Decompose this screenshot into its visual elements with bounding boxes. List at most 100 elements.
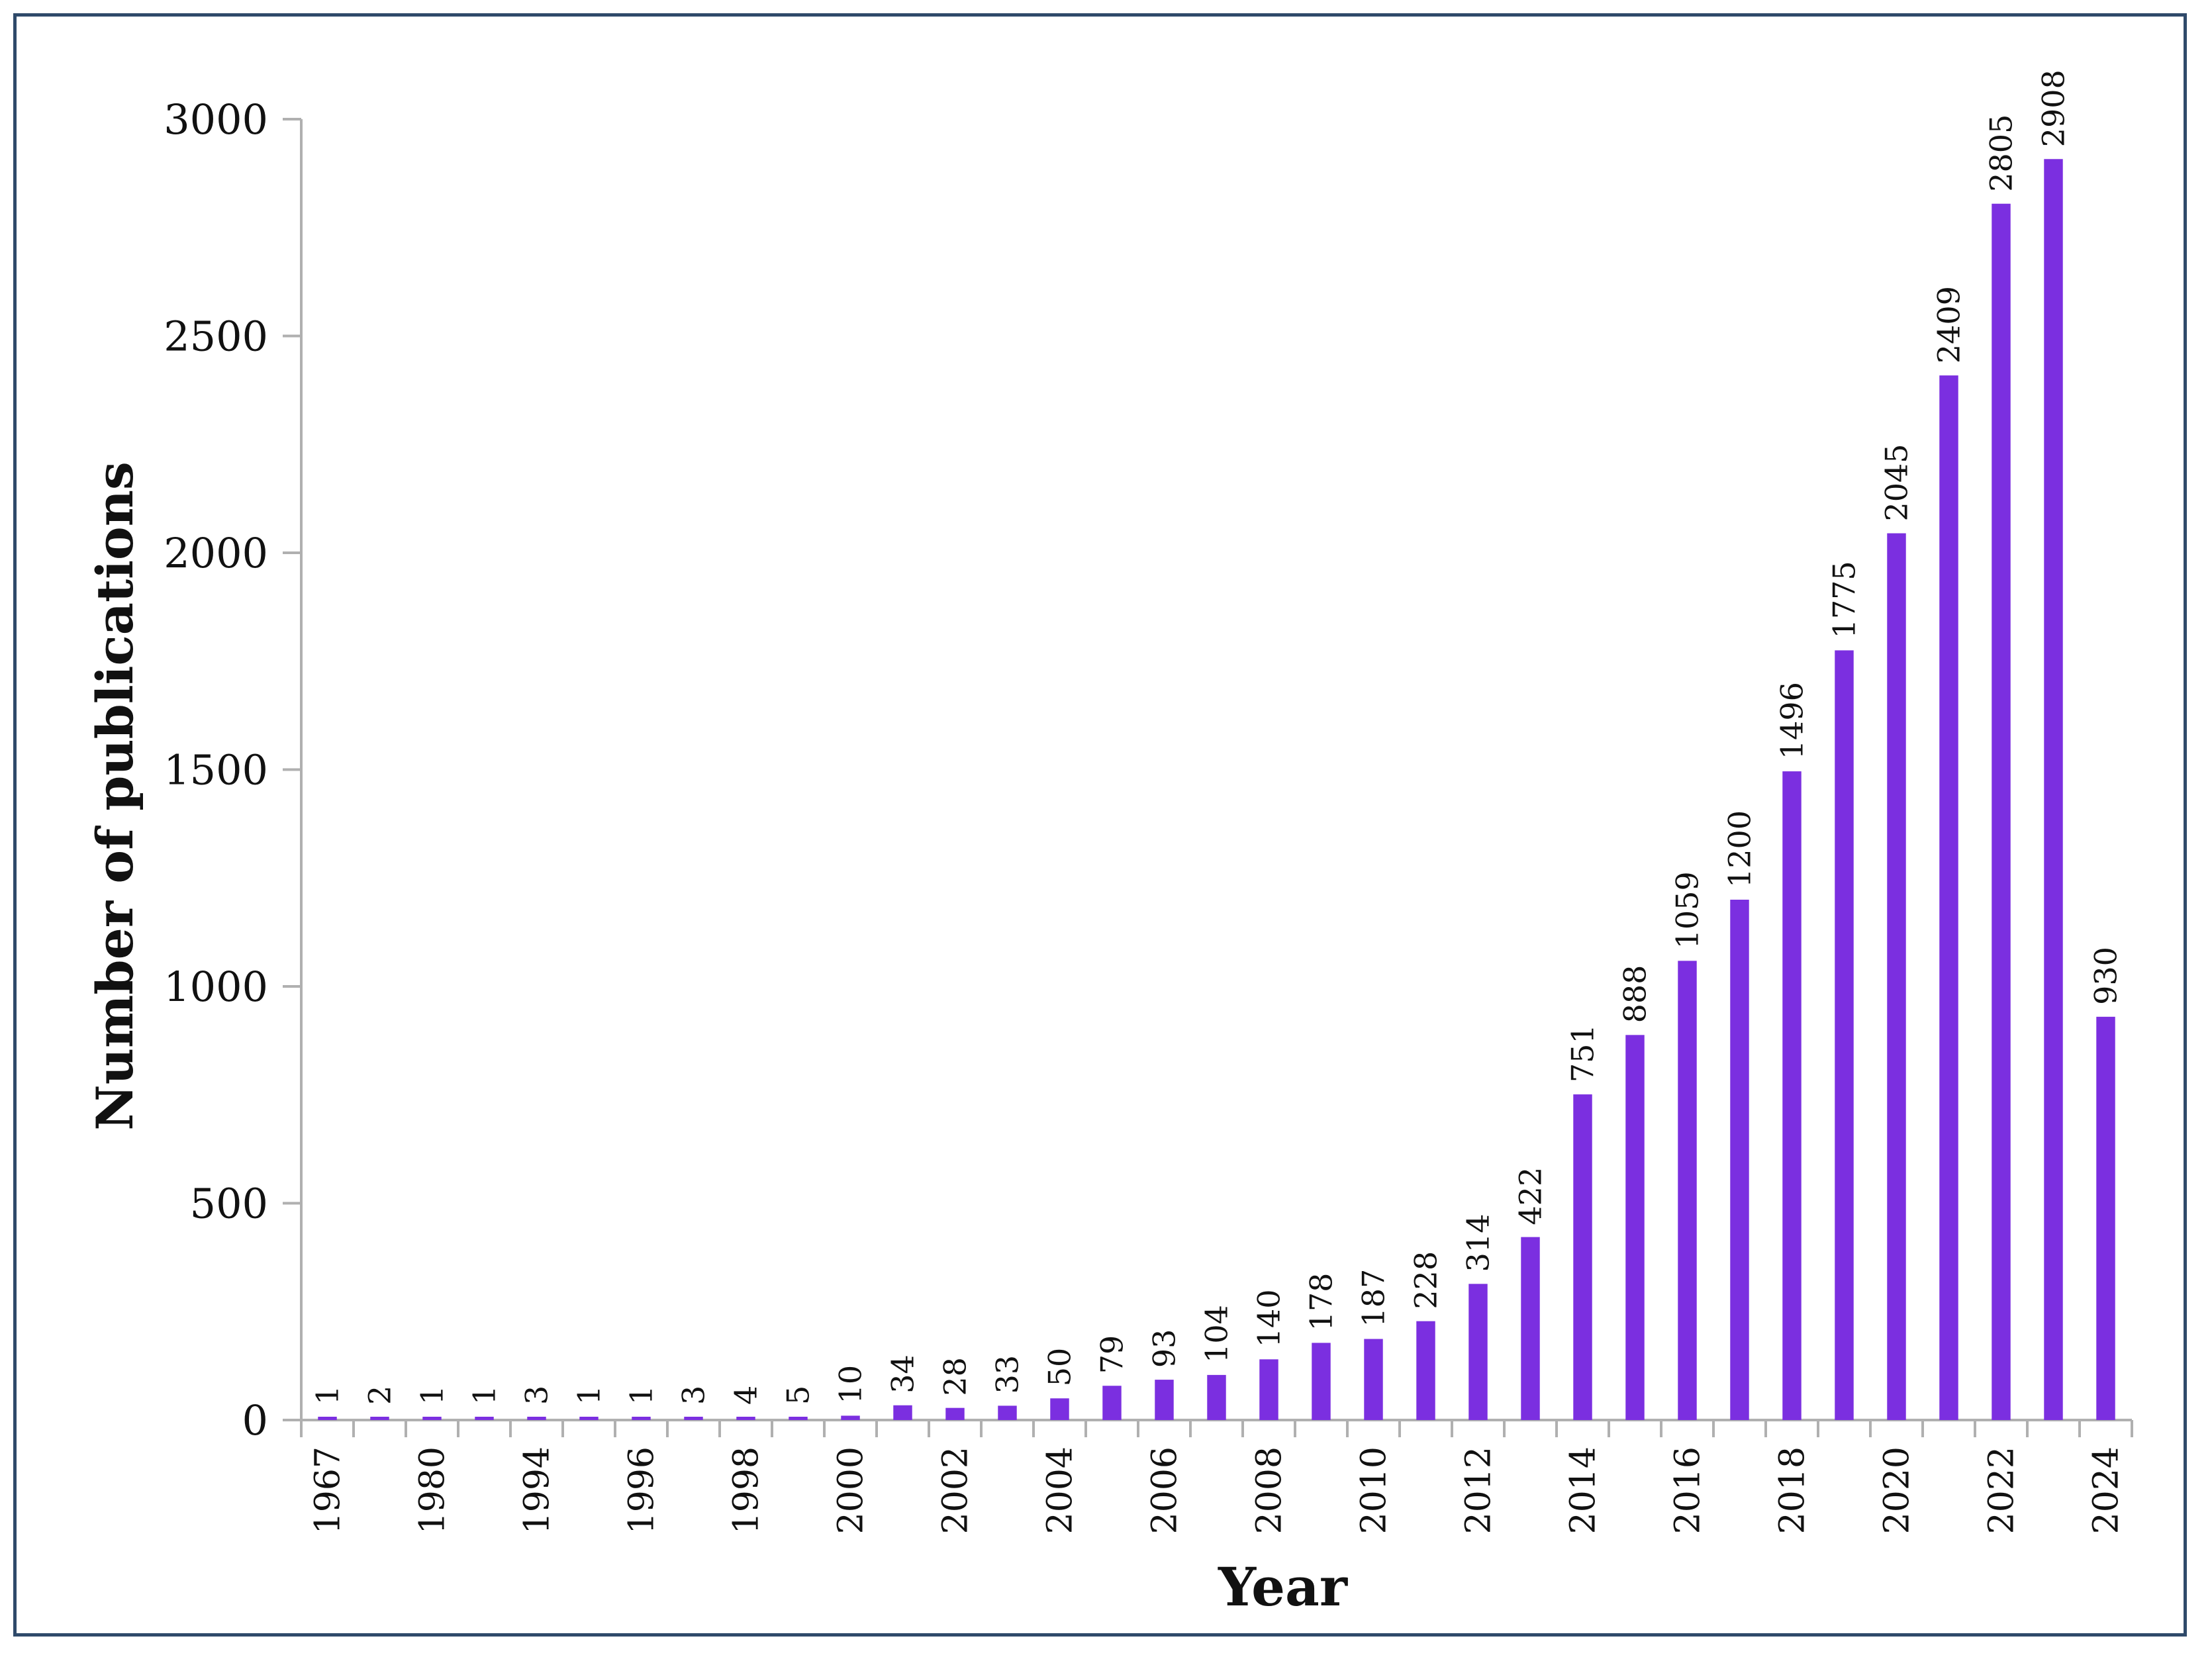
bar <box>1416 1321 1435 1420</box>
bar <box>632 1417 651 1420</box>
y-tick-label: 2500 <box>164 312 268 361</box>
data-label: 10 <box>833 1365 869 1404</box>
x-tick-label: 2004 <box>1041 1447 1081 1534</box>
y-tick-label: 1000 <box>164 963 268 1011</box>
bar <box>945 1407 965 1420</box>
x-tick-label: 2012 <box>1459 1447 1499 1534</box>
bar <box>684 1417 703 1420</box>
data-label: 1496 <box>1774 682 1810 759</box>
y-tick-label: 0 <box>242 1396 268 1445</box>
y-axis-ticks: 0 500 1000 1500 2000 2500 3000 <box>164 95 301 1445</box>
x-tick-label: 2006 <box>1145 1447 1185 1534</box>
data-label: 1 <box>467 1386 503 1405</box>
data-label: 3 <box>676 1386 712 1405</box>
bar <box>736 1417 755 1420</box>
data-label: 314 <box>1461 1214 1496 1272</box>
bar <box>1573 1094 1592 1420</box>
bar <box>527 1417 546 1420</box>
data-label: 2805 <box>1984 115 2019 192</box>
bar <box>1678 961 1697 1420</box>
data-label: 2908 <box>2036 70 2072 147</box>
x-tick-label: 2008 <box>1250 1447 1290 1534</box>
bar <box>579 1417 599 1420</box>
bar <box>1155 1380 1174 1420</box>
bar <box>1050 1398 1069 1420</box>
x-axis-title: Year <box>1218 1556 1348 1618</box>
data-label: 1 <box>624 1386 659 1405</box>
bar <box>1939 375 1958 1420</box>
data-label: 104 <box>1199 1305 1235 1363</box>
bar <box>1835 650 1854 1420</box>
x-tick-label: 1996 <box>622 1447 662 1534</box>
data-label: 34 <box>885 1354 921 1394</box>
data-label: 1059 <box>1670 871 1706 949</box>
x-tick-label: 1980 <box>413 1447 453 1534</box>
x-tick-label: 2018 <box>1773 1447 1813 1534</box>
chart-frame: 0 500 1000 1500 2000 2500 3000 1 2 1 1 3 1 1 3 4 5 10 34 2… <box>13 13 2187 1637</box>
data-label: 3 <box>519 1386 555 1405</box>
bar <box>1364 1339 1383 1420</box>
data-label: 187 <box>1356 1269 1392 1327</box>
bar <box>789 1417 808 1420</box>
x-tick-label: 2014 <box>1564 1447 1604 1534</box>
bar <box>1102 1386 1122 1420</box>
bar <box>1992 203 2011 1421</box>
data-label: 28 <box>938 1357 973 1396</box>
data-label: 93 <box>1147 1329 1182 1368</box>
bar <box>422 1417 442 1420</box>
x-tick-label: 2020 <box>1878 1447 1917 1534</box>
bar <box>893 1405 912 1420</box>
x-tick-label: 1967 <box>309 1447 348 1534</box>
data-label: 4 <box>728 1386 764 1405</box>
bar <box>1730 900 1749 1420</box>
x-axis-ticks: 1967 1980 1994 1996 1998 2000 2002 2004 2006 2008… <box>300 1420 2133 1534</box>
y-tick-label: 500 <box>190 1180 268 1228</box>
bar <box>1312 1343 1331 1420</box>
x-tick-label: 2022 <box>1982 1447 2022 1534</box>
data-label: 2409 <box>1931 286 1967 363</box>
data-labels-group: 1 2 1 1 3 1 1 3 4 5 10 34 28 33 50 79 93 104 140 178 187 2283… <box>310 70 2124 1405</box>
bar <box>370 1417 389 1420</box>
data-label: 1 <box>414 1386 450 1405</box>
y-tick-label: 3000 <box>164 95 268 144</box>
bar <box>998 1405 1017 1420</box>
bar <box>475 1417 494 1420</box>
bars-group <box>318 159 2115 1421</box>
data-label: 1 <box>310 1386 346 1405</box>
y-axis-title: Number of publications <box>85 461 144 1131</box>
data-label: 79 <box>1094 1335 1130 1374</box>
data-label: 751 <box>1565 1024 1601 1082</box>
data-label: 2045 <box>1879 444 1915 521</box>
x-tick-label: 2024 <box>2087 1447 2127 1534</box>
data-label: 1775 <box>1827 561 1862 638</box>
x-tick-label: 2000 <box>832 1447 871 1534</box>
data-label: 140 <box>1251 1289 1287 1347</box>
bar <box>1887 533 1906 1420</box>
data-label: 178 <box>1304 1273 1339 1331</box>
x-tick-label: 2002 <box>936 1447 976 1534</box>
bar <box>1259 1359 1278 1420</box>
data-label: 1 <box>571 1386 607 1405</box>
x-tick-label: 1994 <box>518 1447 557 1534</box>
data-label: 422 <box>1513 1167 1549 1225</box>
data-label: 2 <box>362 1386 398 1405</box>
y-tick-label: 2000 <box>164 529 268 577</box>
data-label: 228 <box>1408 1251 1444 1309</box>
bar <box>2096 1016 2115 1420</box>
bar <box>1207 1374 1226 1420</box>
data-label: 50 <box>1042 1348 1078 1387</box>
data-label: 5 <box>781 1386 816 1405</box>
bar <box>1782 771 1802 1420</box>
bar <box>1625 1035 1645 1420</box>
y-tick-label: 1500 <box>164 746 268 794</box>
data-label: 1200 <box>1722 810 1758 888</box>
data-label: 930 <box>2088 947 2124 1005</box>
bar <box>1468 1284 1488 1420</box>
bar <box>318 1417 337 1420</box>
data-label: 888 <box>1617 965 1653 1023</box>
data-label: 33 <box>990 1355 1026 1394</box>
x-tick-label: 2010 <box>1355 1447 1394 1534</box>
bar <box>2044 159 2063 1420</box>
x-tick-label: 1998 <box>727 1447 767 1534</box>
